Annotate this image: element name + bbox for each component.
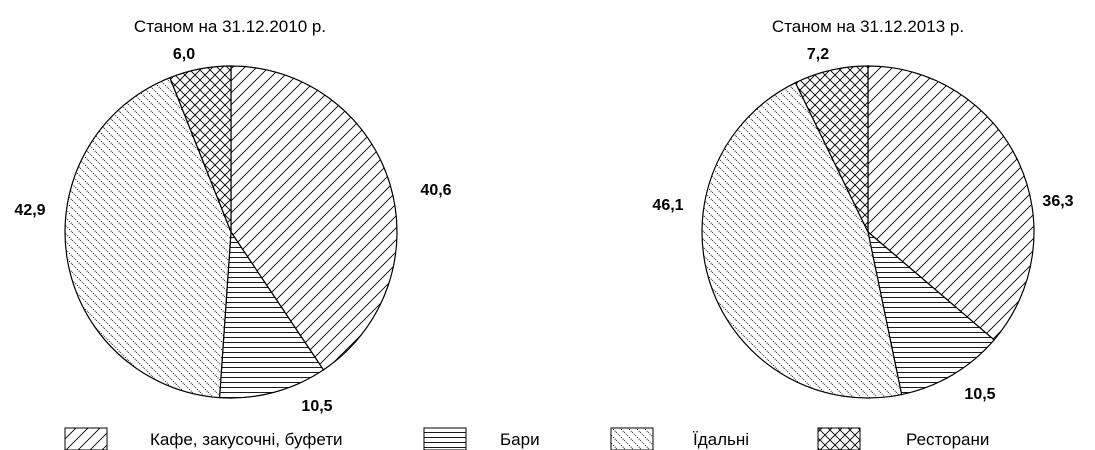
pie-title-2013: Станом на 31.12.2013 р. bbox=[772, 17, 964, 36]
pie-slice-restaurants-2013 bbox=[794, 65, 869, 233]
data-label-canteens-2013: 46,1 bbox=[652, 197, 683, 214]
pie-slice-bars-2010 bbox=[218, 230, 325, 399]
pie-slice-bars-2013 bbox=[867, 230, 995, 396]
data-label-bars-2010: 10,5 bbox=[301, 398, 332, 415]
data-label-restaurants-2010: 6,0 bbox=[173, 46, 195, 63]
legend-swatch-canteens bbox=[610, 427, 654, 450]
data-label-canteens-2010: 42,9 bbox=[14, 202, 45, 219]
legend-label-canteens: Їдальні bbox=[693, 430, 749, 449]
legend: Кафе, закусочні, буфети Бари Їдальні Рес… bbox=[64, 427, 989, 450]
legend-item-cafe: Кафе, закусочні, буфети bbox=[64, 427, 343, 450]
pie-slice-canteens-2013 bbox=[701, 81, 903, 399]
data-label-cafe-2010: 40,6 bbox=[420, 182, 451, 199]
legend-swatch-bars bbox=[423, 427, 467, 450]
pie-labels-2013: 36,3 10,5 46,1 7,2 bbox=[652, 46, 1073, 403]
legend-item-restaurants: Ресторани bbox=[817, 427, 989, 450]
legend-item-canteens: Їдальні bbox=[610, 427, 749, 450]
legend-label-bars: Бари bbox=[500, 430, 540, 449]
pie-slices-2013 bbox=[701, 65, 1035, 399]
legend-item-bars: Бари bbox=[423, 427, 540, 450]
data-label-cafe-2013: 36,3 bbox=[1042, 193, 1073, 210]
legend-label-restaurants: Ресторани bbox=[906, 430, 989, 449]
legend-swatch-restaurants bbox=[817, 427, 861, 450]
legend-swatch-cafe bbox=[64, 427, 108, 450]
legend-label-cafe: Кафе, закусочні, буфети bbox=[150, 430, 343, 449]
data-label-restaurants-2013: 7,2 bbox=[807, 46, 829, 63]
pie-chart-2010: Станом на 31.12.2010 р. 40,6 10,5 42,9 6,0 bbox=[14, 17, 451, 415]
pie-labels-2010: 40,6 10,5 42,9 6,0 bbox=[14, 46, 451, 415]
pie-title-2010: Станом на 31.12.2010 р. bbox=[134, 17, 326, 36]
data-label-bars-2013: 10,5 bbox=[964, 386, 995, 403]
pie-chart-2013: Станом на 31.12.2013 р. 36,3 10,5 46,1 7,2 bbox=[652, 17, 1073, 403]
pie-slice-cafe-2010 bbox=[230, 65, 398, 371]
pie-slice-restaurants-2010 bbox=[169, 65, 232, 233]
pie-slice-canteens-2010 bbox=[64, 76, 232, 399]
pie-slice-cafe-2013 bbox=[867, 65, 1035, 341]
pie-slices-2010 bbox=[64, 65, 398, 399]
